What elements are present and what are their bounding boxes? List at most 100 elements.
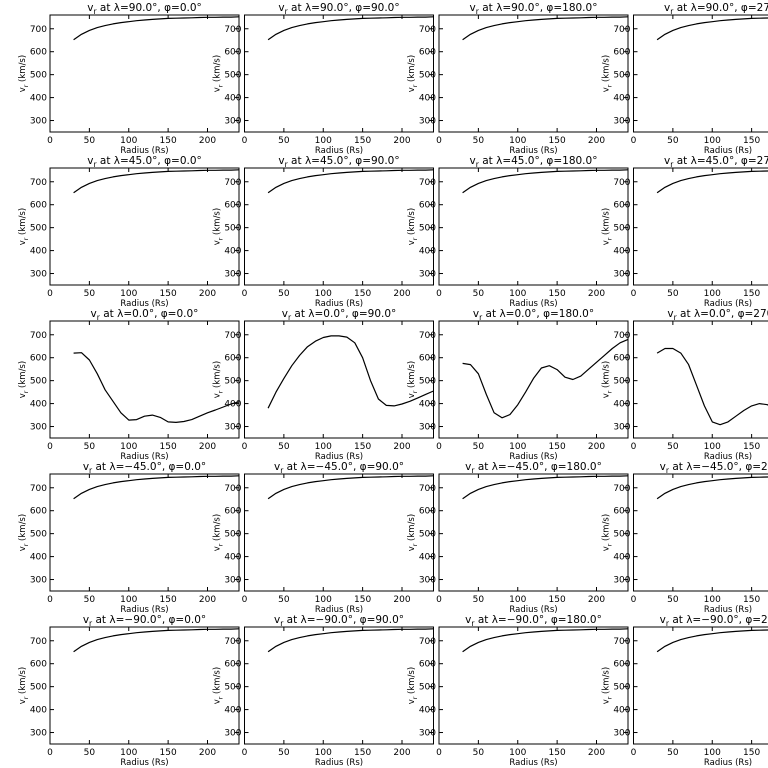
y-axis-label: vr (km/s): [18, 208, 30, 245]
x-axis-label: Radius (Rs): [704, 605, 752, 615]
y-tick-label: 500: [419, 530, 436, 540]
x-tick-label: 0: [242, 136, 248, 146]
plot-frame: [49, 473, 240, 592]
x-tick-label: 100: [315, 136, 332, 146]
chart-panel-4: vr at λ=45.0°, φ=0.0° 0 50 100 150 200 300 400 5…: [18, 155, 240, 309]
velocity-series-line: [267, 169, 434, 194]
x-tick-label: 200: [393, 442, 410, 452]
x-tick-label: 0: [436, 595, 442, 605]
plot-frame: [633, 320, 768, 439]
y-tick-label: 600: [613, 201, 630, 211]
x-tick-label: 200: [393, 289, 410, 299]
x-tick-label: 150: [743, 136, 760, 146]
y-tick-label: 700: [224, 178, 241, 188]
y-tick-label: 600: [419, 201, 436, 211]
y-tick-label: 600: [30, 201, 47, 211]
y-tick-label: 500: [30, 683, 47, 693]
x-tick-label: 200: [588, 595, 605, 605]
x-tick-label: 150: [743, 748, 760, 758]
chart-panel-1: vr at λ=90.0°, φ=90.0° 0 50 100 150 200 300 400…: [213, 2, 434, 156]
x-tick-label: 200: [199, 595, 216, 605]
y-tick-label: 400: [419, 553, 436, 563]
x-tick-label: 0: [242, 289, 248, 299]
velocity-series-line: [462, 338, 629, 419]
chart-panel-19: vr at λ=−90.0°, φ=270.0°0501001502003004…: [602, 614, 768, 768]
y-tick-label: 500: [224, 377, 241, 387]
x-axis-label: Radius (Rs): [315, 299, 363, 309]
x-tick-label: 150: [549, 136, 566, 146]
x-tick-label: 50: [278, 748, 290, 758]
x-tick-label: 0: [631, 136, 637, 146]
x-tick-label: 150: [354, 442, 371, 452]
y-axis-label: vr (km/s): [407, 667, 419, 704]
x-tick-label: 100: [704, 136, 721, 146]
y-tick-label: 300: [419, 423, 436, 433]
x-tick-label: 100: [120, 442, 137, 452]
y-tick-label: 500: [613, 71, 630, 81]
y-tick-label: 500: [30, 377, 47, 387]
y-tick-label: 700: [613, 178, 630, 188]
x-tick-label: 100: [509, 289, 526, 299]
y-tick-label: 500: [613, 683, 630, 693]
y-tick-label: 600: [224, 201, 241, 211]
x-axis-label: Radius (Rs): [704, 758, 752, 768]
x-tick-label: 0: [436, 136, 442, 146]
chart-title: vr at λ=45.0°, φ=270.0°: [664, 155, 768, 169]
y-tick-label: 400: [224, 706, 241, 716]
x-tick-label: 100: [120, 289, 137, 299]
y-tick-label: 600: [613, 507, 630, 517]
plot-frame: [49, 626, 240, 745]
y-tick-label: 700: [419, 637, 436, 647]
y-tick-label: 700: [419, 25, 436, 35]
chart-panel-18: vr at λ=−90.0°, φ=180.0° 0 50 100 150 200 300 4…: [407, 614, 629, 768]
y-tick-label: 500: [224, 530, 241, 540]
x-tick-label: 0: [436, 442, 442, 452]
y-tick-label: 400: [30, 247, 47, 257]
x-tick-label: 150: [160, 748, 177, 758]
y-tick-label: 700: [419, 484, 436, 494]
y-tick-label: 700: [613, 25, 630, 35]
velocity-series-line: [73, 16, 240, 41]
x-tick-label: 150: [743, 442, 760, 452]
y-tick-label: 600: [224, 660, 241, 670]
y-tick-label: 300: [224, 270, 241, 280]
x-tick-label: 200: [588, 748, 605, 758]
x-tick-label: 200: [588, 442, 605, 452]
x-axis-label: Radius (Rs): [509, 452, 557, 462]
y-tick-label: 500: [419, 71, 436, 81]
chart-title: vr at λ=−45.0°, φ=180.0°: [465, 461, 602, 475]
x-tick-label: 50: [84, 748, 96, 758]
velocity-series-line: [462, 16, 629, 41]
x-axis-label: Radius (Rs): [509, 146, 557, 156]
x-tick-label: 50: [278, 442, 290, 452]
x-tick-label: 150: [160, 442, 177, 452]
y-tick-label: 400: [30, 400, 47, 410]
y-tick-label: 500: [419, 224, 436, 234]
x-tick-label: 100: [120, 136, 137, 146]
y-tick-label: 400: [419, 94, 436, 104]
x-axis-label: Radius (Rs): [120, 758, 168, 768]
y-tick-label: 600: [224, 354, 241, 364]
velocity-series-line: [462, 169, 629, 194]
plot-frame: [244, 473, 434, 592]
chart-panel-14: vr at λ=−45.0°, φ=180.0° 0 50 100 150 200 300 4…: [407, 461, 629, 615]
y-axis-label: vr (km/s): [213, 55, 225, 92]
x-tick-label: 200: [199, 748, 216, 758]
chart-panel-12: vr at λ=−45.0°, φ=0.0° 0 50 100 150 200 300 400…: [18, 461, 240, 615]
velocity-series-line: [656, 476, 768, 500]
x-tick-label: 100: [509, 136, 526, 146]
velocity-series-line: [267, 628, 434, 653]
x-tick-label: 100: [315, 748, 332, 758]
y-tick-label: 300: [613, 576, 630, 586]
y-tick-label: 400: [613, 706, 630, 716]
velocity-series-line: [73, 169, 240, 194]
x-tick-label: 100: [509, 442, 526, 452]
y-tick-label: 300: [30, 117, 47, 127]
x-axis-label: Radius (Rs): [315, 452, 363, 462]
plot-frame: [244, 167, 434, 286]
velocity-series-line: [656, 17, 768, 41]
x-tick-label: 50: [667, 442, 679, 452]
y-tick-label: 700: [224, 484, 241, 494]
x-tick-label: 100: [120, 748, 137, 758]
